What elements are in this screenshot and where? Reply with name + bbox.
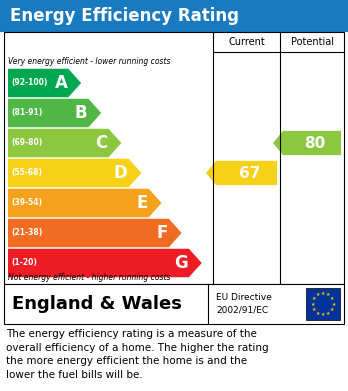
Bar <box>4 284 344 324</box>
Polygon shape <box>273 131 341 155</box>
Polygon shape <box>8 99 101 127</box>
Polygon shape <box>8 159 141 187</box>
Text: ★: ★ <box>310 301 315 307</box>
Text: B: B <box>75 104 87 122</box>
Text: ★: ★ <box>321 291 325 296</box>
Text: ★: ★ <box>321 312 325 317</box>
Polygon shape <box>8 189 161 217</box>
Text: (92-100): (92-100) <box>11 79 47 88</box>
Text: Not energy efficient - higher running costs: Not energy efficient - higher running co… <box>8 273 171 282</box>
Text: (81-91): (81-91) <box>11 108 42 118</box>
Text: (69-80): (69-80) <box>11 138 42 147</box>
Text: ★: ★ <box>331 301 336 307</box>
Text: C: C <box>95 134 108 152</box>
Bar <box>0 0 348 32</box>
Text: ★: ★ <box>326 292 331 297</box>
Text: 67: 67 <box>239 165 260 181</box>
Text: (1-20): (1-20) <box>11 258 37 267</box>
Text: Current: Current <box>228 37 265 47</box>
Text: A: A <box>54 74 67 92</box>
Text: D: D <box>114 164 128 182</box>
Polygon shape <box>8 249 202 277</box>
Polygon shape <box>206 161 277 185</box>
Text: E: E <box>136 194 148 212</box>
Text: (21-38): (21-38) <box>11 228 42 237</box>
Text: Potential: Potential <box>291 37 333 47</box>
Text: Energy Efficiency Rating: Energy Efficiency Rating <box>10 7 239 25</box>
Text: ★: ★ <box>330 307 334 312</box>
Text: ★: ★ <box>312 296 316 301</box>
Text: The energy efficiency rating is a measure of the
overall efficiency of a home. T: The energy efficiency rating is a measur… <box>6 329 269 380</box>
Text: ★: ★ <box>312 307 316 312</box>
Text: (39-54): (39-54) <box>11 199 42 208</box>
Text: ★: ★ <box>316 310 320 316</box>
Text: 80: 80 <box>304 136 326 151</box>
Text: G: G <box>174 254 188 272</box>
Bar <box>306 288 340 320</box>
Text: F: F <box>156 224 168 242</box>
Text: England & Wales: England & Wales <box>12 295 182 313</box>
Text: (55-68): (55-68) <box>11 169 42 178</box>
Polygon shape <box>8 69 81 97</box>
Text: EU Directive
2002/91/EC: EU Directive 2002/91/EC <box>216 293 272 315</box>
Bar <box>4 32 344 284</box>
Polygon shape <box>8 129 121 157</box>
Text: ★: ★ <box>326 310 331 316</box>
Polygon shape <box>8 219 182 247</box>
Text: ★: ★ <box>316 292 320 297</box>
Text: Very energy efficient - lower running costs: Very energy efficient - lower running co… <box>8 57 171 66</box>
Text: ★: ★ <box>330 296 334 301</box>
